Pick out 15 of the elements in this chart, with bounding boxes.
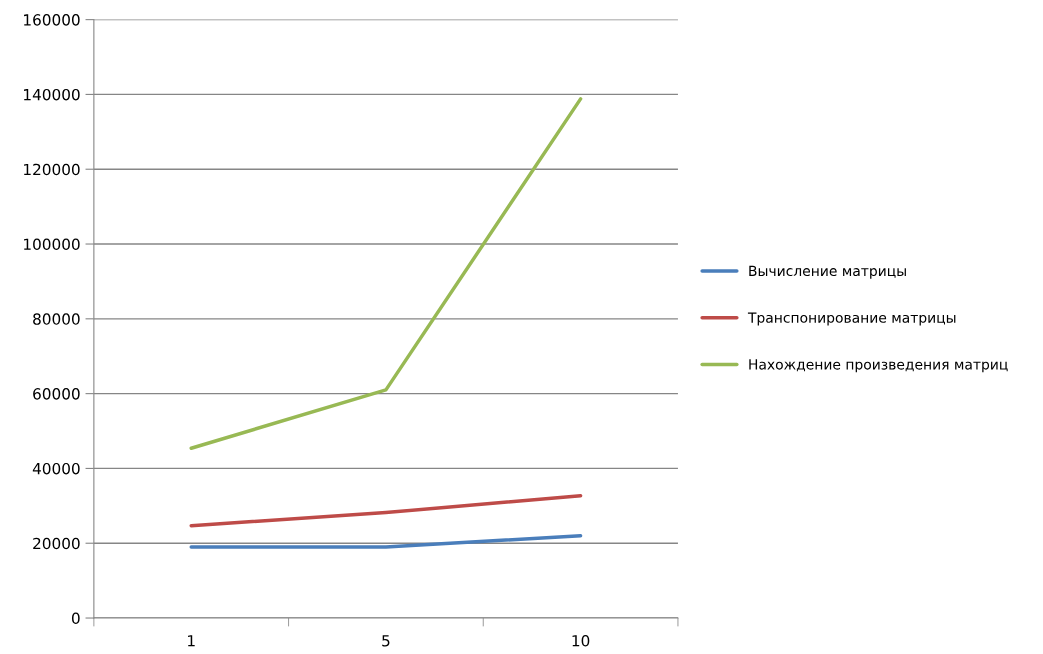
y-tick-label: 60000 (33, 388, 80, 400)
y-tick-label: 40000 (32, 462, 80, 475)
y-tick-label: 160000 (24, 14, 80, 26)
legend-label: Нахождение произведения матриц (749, 359, 1008, 373)
x-tick-label: 5 (382, 635, 390, 647)
y-tick-label: 140000 (24, 88, 80, 101)
x-tick-label: 10 (572, 634, 590, 647)
y-tick-label: 80000 (33, 313, 80, 325)
x-tick-label: 1 (188, 635, 195, 647)
y-tick-label: 120000 (24, 163, 80, 176)
legend-label: Вычисление матрицы (749, 265, 906, 279)
y-tick-label: 100000 (24, 238, 80, 251)
legend-label: Транспонирование матрицы (747, 312, 956, 326)
y-tick-label: 20000 (33, 537, 80, 550)
y-tick-label: 0 (71, 612, 80, 625)
